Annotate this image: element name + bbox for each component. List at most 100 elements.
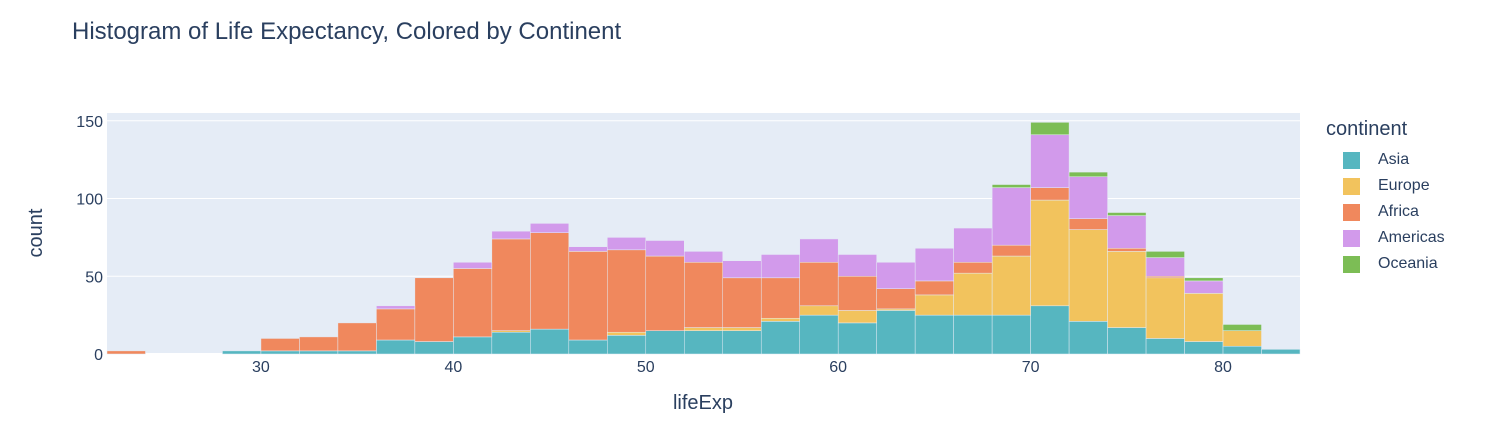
bar-europe[interactable] bbox=[684, 327, 723, 331]
bar-africa[interactable] bbox=[453, 268, 493, 338]
bar-asia[interactable] bbox=[453, 336, 493, 355]
bar-europe[interactable] bbox=[722, 327, 762, 331]
bar-asia[interactable] bbox=[1107, 327, 1147, 355]
bar-americas[interactable] bbox=[376, 305, 416, 310]
bar-asia[interactable] bbox=[1261, 349, 1301, 355]
bar-africa[interactable] bbox=[568, 251, 608, 341]
bar-africa[interactable] bbox=[760, 277, 800, 319]
bar-asia[interactable] bbox=[1068, 321, 1108, 355]
bar-americas[interactable] bbox=[1107, 215, 1147, 249]
bar-africa[interactable] bbox=[1068, 218, 1108, 230]
bar-americas[interactable] bbox=[1030, 134, 1070, 188]
bar-europe[interactable] bbox=[799, 305, 839, 316]
bar-oceania[interactable] bbox=[1107, 212, 1147, 216]
bar-africa[interactable] bbox=[991, 244, 1031, 257]
bar-asia[interactable] bbox=[1184, 341, 1224, 355]
bar-asia[interactable] bbox=[1030, 305, 1070, 355]
bar-asia[interactable] bbox=[337, 350, 377, 355]
bar-africa[interactable] bbox=[376, 308, 416, 341]
bar-americas[interactable] bbox=[491, 230, 531, 240]
legend-item-americas[interactable]: Americas bbox=[1326, 225, 1445, 251]
bar-europe[interactable] bbox=[760, 317, 800, 322]
bar-africa[interactable] bbox=[530, 232, 570, 330]
bar-africa[interactable] bbox=[1030, 187, 1070, 201]
bar-americas[interactable] bbox=[953, 227, 993, 263]
bar-americas[interactable] bbox=[645, 240, 685, 257]
bar-europe[interactable] bbox=[837, 310, 877, 324]
bar-africa[interactable] bbox=[876, 288, 916, 310]
bar-africa[interactable] bbox=[837, 276, 877, 311]
bar-asia[interactable] bbox=[530, 328, 570, 355]
bar-asia[interactable] bbox=[645, 330, 685, 355]
bar-africa[interactable] bbox=[1107, 248, 1147, 252]
bar-oceania[interactable] bbox=[1030, 122, 1070, 136]
bar-americas[interactable] bbox=[1184, 280, 1224, 294]
bar-asia[interactable] bbox=[991, 314, 1031, 355]
bar-asia[interactable] bbox=[837, 322, 877, 355]
bar-africa[interactable] bbox=[684, 262, 723, 328]
bar-oceania[interactable] bbox=[1068, 171, 1108, 177]
bar-oceania[interactable] bbox=[1222, 324, 1262, 331]
bar-asia[interactable] bbox=[799, 314, 839, 355]
bar-africa[interactable] bbox=[337, 322, 377, 352]
bar-asia[interactable] bbox=[414, 341, 454, 355]
bar-africa[interactable] bbox=[914, 280, 954, 296]
bar-africa[interactable] bbox=[607, 249, 647, 333]
bar-asia[interactable] bbox=[914, 314, 954, 355]
bar-europe[interactable] bbox=[607, 331, 647, 336]
bar-asia[interactable] bbox=[222, 350, 262, 355]
bar-europe[interactable] bbox=[1184, 293, 1224, 342]
bar-africa[interactable] bbox=[722, 277, 762, 328]
bar-americas[interactable] bbox=[760, 254, 800, 279]
bar-oceania[interactable] bbox=[1184, 277, 1224, 282]
bar-asia[interactable] bbox=[491, 331, 531, 355]
bar-americas[interactable] bbox=[453, 262, 493, 269]
bar-asia[interactable] bbox=[568, 339, 608, 355]
bar-americas[interactable] bbox=[1068, 176, 1108, 219]
bar-asia[interactable] bbox=[299, 350, 339, 355]
bar-europe[interactable] bbox=[1107, 251, 1147, 328]
bar-europe[interactable] bbox=[1068, 229, 1108, 322]
bar-africa[interactable] bbox=[645, 255, 685, 331]
bar-asia[interactable] bbox=[953, 314, 993, 355]
bar-europe[interactable] bbox=[1222, 330, 1262, 347]
bar-asia[interactable] bbox=[684, 330, 723, 355]
bar-asia[interactable] bbox=[260, 350, 300, 355]
bar-africa[interactable] bbox=[106, 350, 146, 355]
bar-americas[interactable] bbox=[568, 246, 608, 252]
bar-europe[interactable] bbox=[1030, 199, 1070, 307]
legend-item-asia[interactable]: Asia bbox=[1326, 147, 1445, 173]
bar-americas[interactable] bbox=[914, 248, 954, 282]
bar-africa[interactable] bbox=[491, 238, 531, 331]
bar-americas[interactable] bbox=[799, 238, 839, 263]
bar-africa[interactable] bbox=[799, 262, 839, 307]
bar-europe[interactable] bbox=[991, 255, 1031, 316]
bar-americas[interactable] bbox=[530, 223, 570, 233]
bar-americas[interactable] bbox=[684, 251, 723, 263]
bar-asia[interactable] bbox=[607, 335, 647, 355]
bar-africa[interactable] bbox=[414, 277, 454, 342]
bar-americas[interactable] bbox=[991, 187, 1031, 246]
legend-item-africa[interactable]: Africa bbox=[1326, 199, 1445, 225]
bar-asia[interactable] bbox=[760, 321, 800, 355]
bar-africa[interactable] bbox=[260, 338, 300, 352]
bar-asia[interactable] bbox=[376, 339, 416, 355]
bar-asia[interactable] bbox=[722, 330, 762, 355]
bar-oceania[interactable] bbox=[991, 184, 1031, 188]
bar-europe[interactable] bbox=[914, 294, 954, 316]
legend-item-europe[interactable]: Europe bbox=[1326, 173, 1445, 199]
bar-asia[interactable] bbox=[1145, 338, 1185, 355]
bar-asia[interactable] bbox=[876, 310, 916, 355]
bar-africa[interactable] bbox=[299, 336, 339, 352]
bar-oceania[interactable] bbox=[1145, 251, 1185, 258]
bar-europe[interactable] bbox=[953, 272, 993, 316]
bar-americas[interactable] bbox=[722, 260, 762, 279]
bar-americas[interactable] bbox=[1145, 257, 1185, 277]
bar-americas[interactable] bbox=[607, 237, 647, 251]
legend-item-oceania[interactable]: Oceania bbox=[1326, 251, 1445, 277]
bar-americas[interactable] bbox=[876, 262, 916, 289]
bar-africa[interactable] bbox=[953, 262, 993, 274]
bar-europe[interactable] bbox=[1145, 277, 1185, 339]
bar-asia[interactable] bbox=[1222, 345, 1262, 355]
